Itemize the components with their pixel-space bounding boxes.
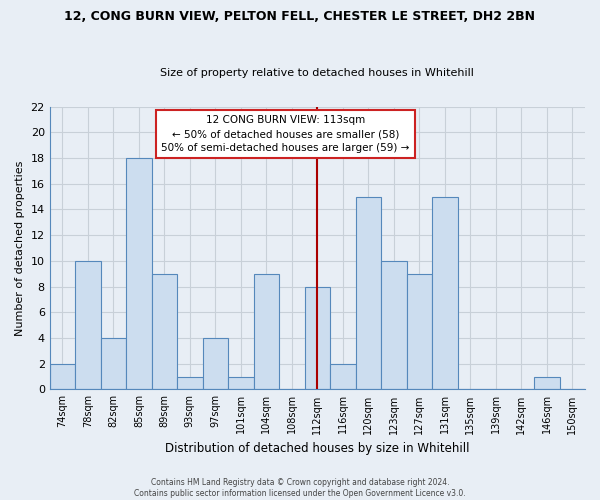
Title: Size of property relative to detached houses in Whitehill: Size of property relative to detached ho…	[160, 68, 474, 78]
Bar	[254, 274, 279, 390]
Bar	[50, 364, 75, 390]
Text: 12, CONG BURN VIEW, PELTON FELL, CHESTER LE STREET, DH2 2BN: 12, CONG BURN VIEW, PELTON FELL, CHESTER…	[65, 10, 536, 23]
Text: Contains HM Land Registry data © Crown copyright and database right 2024.
Contai: Contains HM Land Registry data © Crown c…	[134, 478, 466, 498]
Bar	[305, 286, 330, 390]
X-axis label: Distribution of detached houses by size in Whitehill: Distribution of detached houses by size …	[165, 442, 470, 455]
Bar	[330, 364, 356, 390]
Bar	[381, 261, 407, 390]
Bar	[152, 274, 177, 390]
Bar	[101, 338, 126, 390]
Bar	[75, 261, 101, 390]
Y-axis label: Number of detached properties: Number of detached properties	[15, 160, 25, 336]
Bar	[177, 376, 203, 390]
Bar	[228, 376, 254, 390]
Bar	[126, 158, 152, 390]
Bar	[203, 338, 228, 390]
Bar	[356, 196, 381, 390]
Bar	[534, 376, 560, 390]
Bar	[407, 274, 432, 390]
Text: 12 CONG BURN VIEW: 113sqm
← 50% of detached houses are smaller (58)
50% of semi-: 12 CONG BURN VIEW: 113sqm ← 50% of detac…	[161, 115, 409, 153]
Bar	[432, 196, 458, 390]
